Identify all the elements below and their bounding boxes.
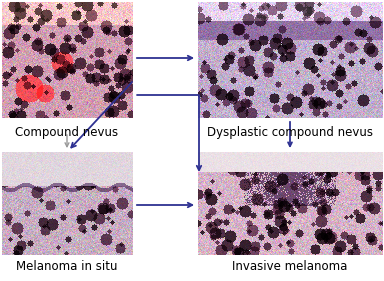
Text: Compound nevus: Compound nevus [15, 126, 119, 139]
Text: Dysplastic compound nevus: Dysplastic compound nevus [207, 126, 373, 139]
Text: Melanoma in situ: Melanoma in situ [16, 260, 118, 273]
Text: Invasive melanoma: Invasive melanoma [232, 260, 348, 273]
